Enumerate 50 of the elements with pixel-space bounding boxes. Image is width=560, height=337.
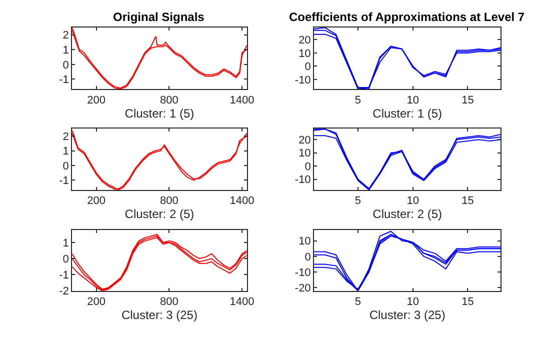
y-tick-label: 2: [62, 130, 69, 143]
y-tick-label: 0: [62, 253, 69, 266]
x-axis-title: Cluster: 3 (25): [369, 308, 446, 322]
y-tick-label: 20: [298, 134, 311, 146]
y-tick-label: 2: [62, 30, 69, 42]
x-axis-title: Cluster: 3 (25): [121, 308, 198, 322]
y-tick-label: 0: [62, 59, 69, 72]
y-tick-label: -1: [59, 175, 69, 188]
y-tick-label: 1: [62, 237, 69, 250]
y-tick-label: 10: [298, 148, 311, 160]
x-tick-label: 10: [406, 195, 419, 208]
x-tick-label: 200: [87, 195, 106, 208]
x-tick-label: 200: [87, 296, 106, 308]
chart-title: Coefficients of Approximations at Level 7: [289, 10, 525, 24]
x-tick-label: 1400: [230, 94, 254, 106]
x-tick-label: 15: [462, 195, 474, 208]
y-tick-label: 1: [62, 44, 69, 56]
y-tick-label: -1: [59, 270, 69, 282]
x-tick-label: 5: [354, 296, 361, 308]
y-tick-label: 10: [298, 236, 311, 248]
x-tick-label: 10: [406, 296, 419, 308]
x-tick-label: 800: [160, 94, 178, 106]
x-tick-label: 5: [354, 94, 361, 106]
y-tick-label: 0: [62, 160, 69, 172]
x-tick-label: 10: [406, 94, 419, 106]
y-tick-label: 0: [304, 251, 311, 264]
y-tick-label: -10: [294, 74, 311, 86]
y-tick-label: 0: [304, 160, 311, 173]
y-tick-label: 20: [298, 34, 311, 46]
y-tick-label: 10: [298, 48, 311, 60]
x-axis-title: Cluster: 2 (5): [372, 207, 442, 222]
y-tick-label: -10: [294, 174, 311, 186]
x-tick-label: 200: [87, 94, 106, 106]
y-tick-label: -20: [294, 282, 311, 295]
y-tick-label: -1: [59, 74, 69, 86]
x-tick-label: 800: [160, 296, 178, 308]
y-tick-label: 0: [304, 61, 311, 74]
x-tick-label: 15: [462, 296, 474, 308]
y-tick-label: -2: [59, 286, 69, 298]
y-tick-label: -10: [294, 266, 311, 279]
y-tick-label: 1: [62, 146, 69, 158]
x-tick-label: 1400: [230, 195, 254, 208]
x-axis-title: Cluster: 1 (5): [124, 106, 194, 120]
x-tick-label: 15: [462, 94, 474, 106]
x-tick-label: 800: [160, 195, 178, 208]
x-axis-title: Cluster: 1 (5): [372, 106, 442, 120]
chart-title: Original Signals: [113, 10, 205, 24]
x-tick-label: 1400: [230, 296, 254, 308]
x-tick-label: 5: [354, 195, 361, 208]
x-axis-title: Cluster: 2 (5): [124, 207, 194, 222]
